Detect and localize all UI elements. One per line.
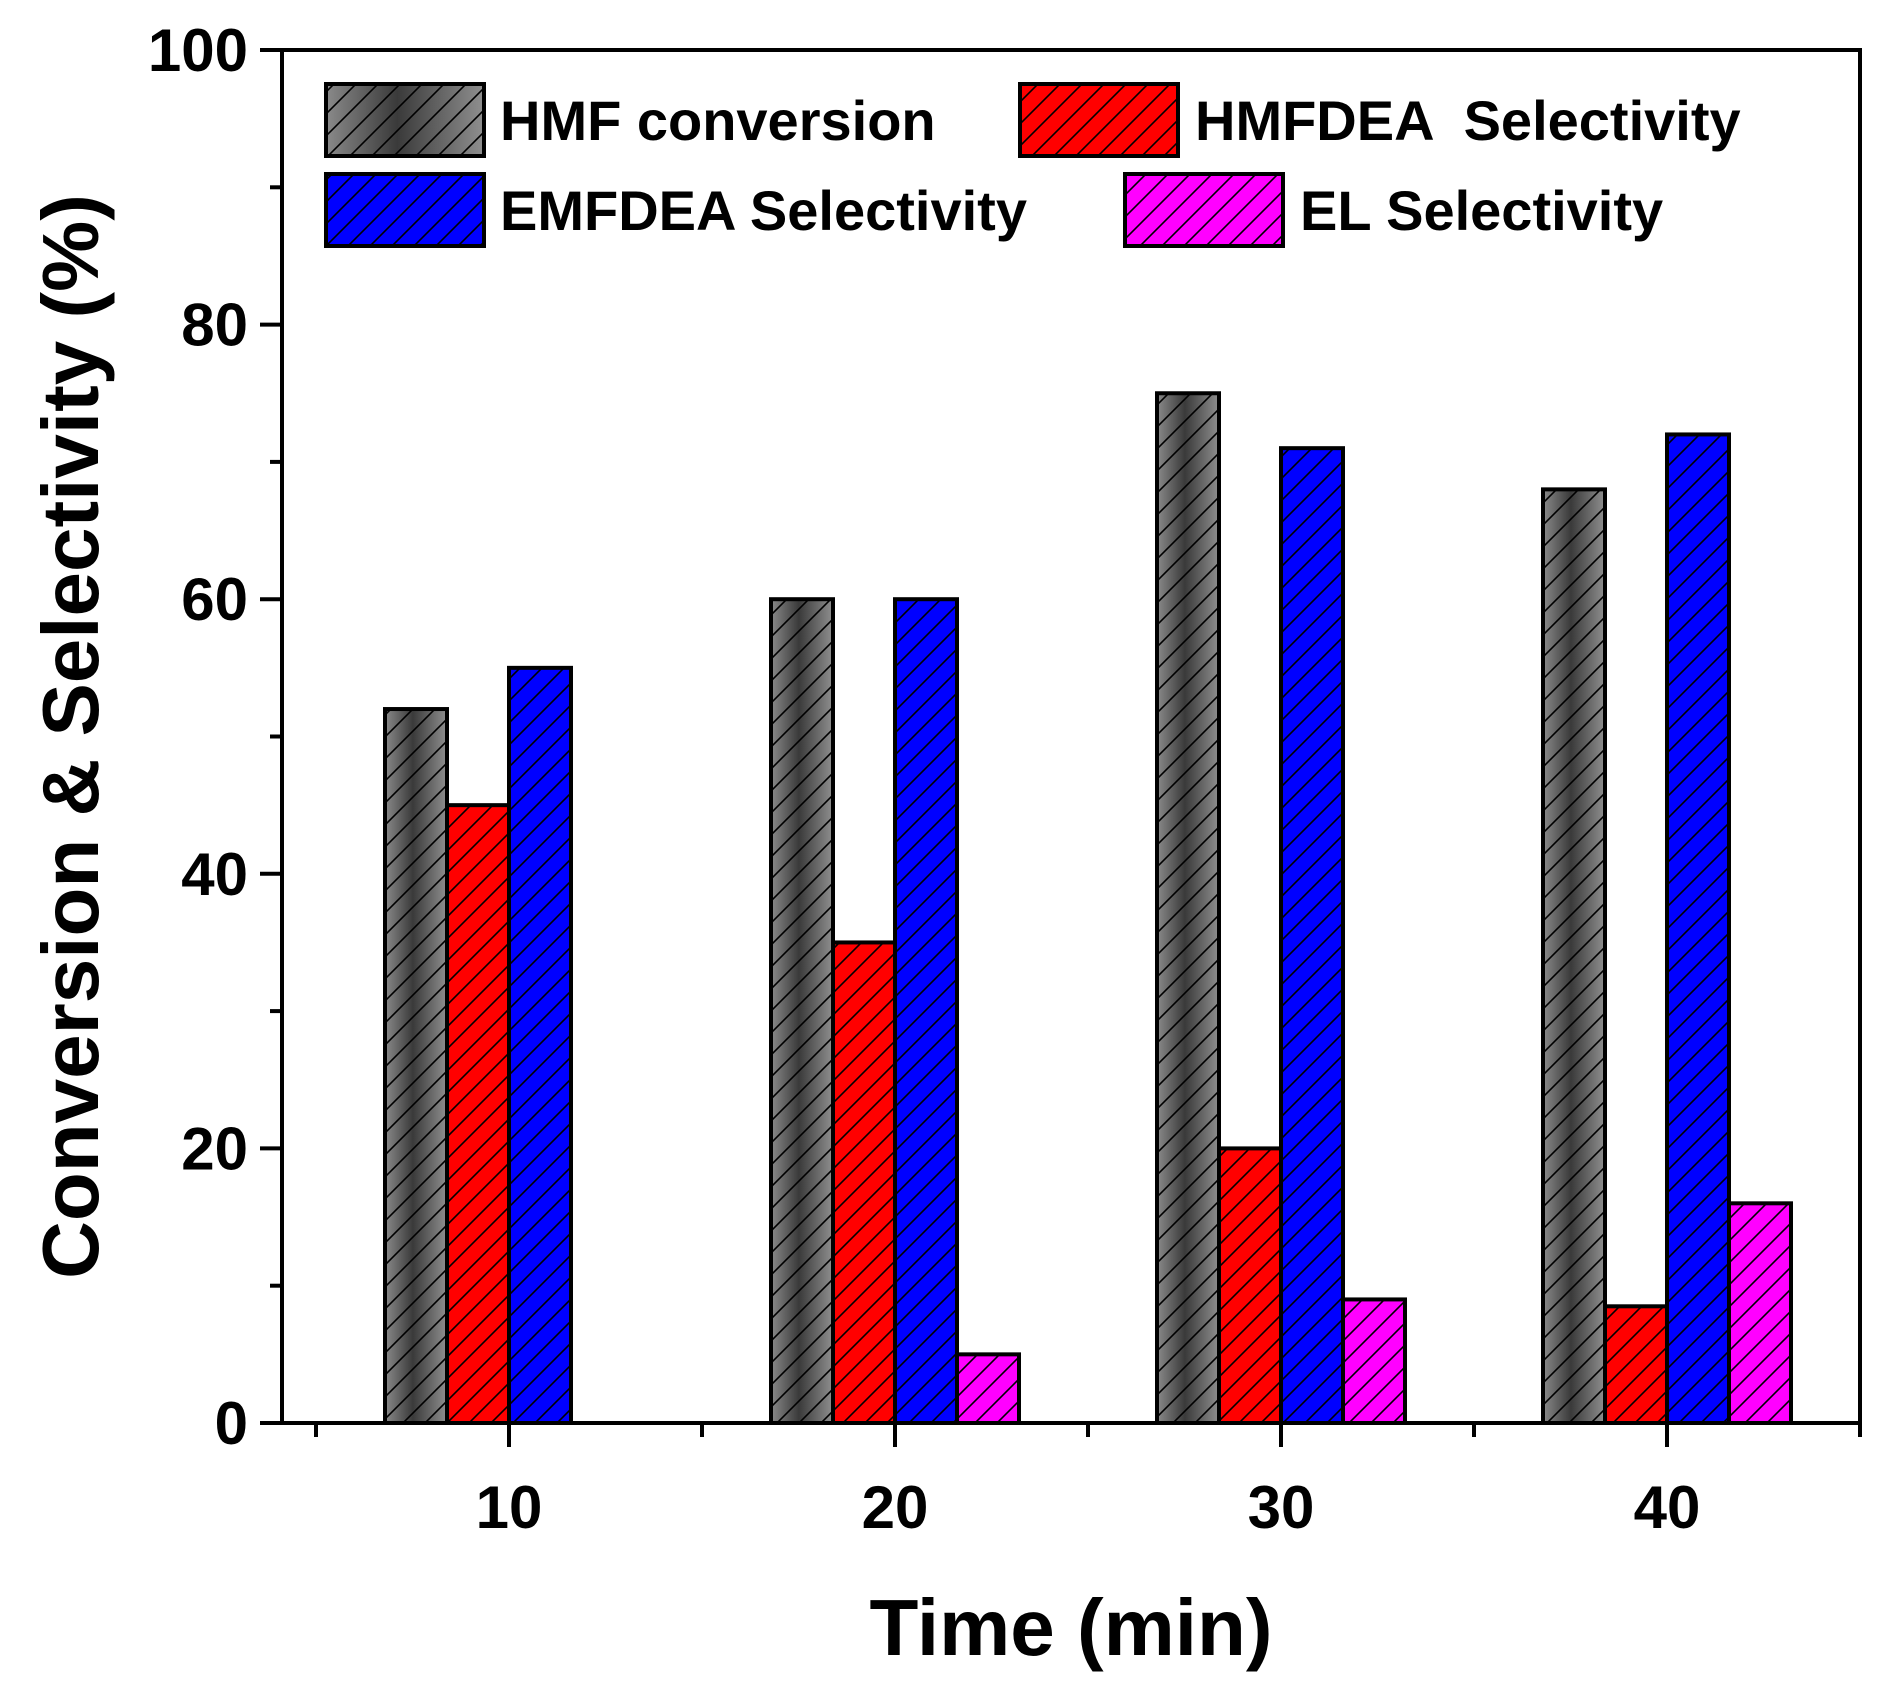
bar xyxy=(445,803,511,1425)
legend-swatch-outline xyxy=(324,82,486,158)
legend-label: EMFDEA Selectivity xyxy=(500,179,1027,242)
x-tick-label: 10 xyxy=(476,1474,543,1541)
bar-outline xyxy=(893,597,959,1425)
legend-label: EL Selectivity xyxy=(1300,179,1663,242)
legend: HMF conversion HMFDEA Selectivity EMFDEA S… xyxy=(324,82,1741,248)
legend-item: HMF conversion xyxy=(324,82,936,158)
bar-outline xyxy=(769,597,835,1425)
bar xyxy=(1727,1201,1793,1425)
bar xyxy=(507,665,573,1425)
bar xyxy=(1603,1304,1669,1426)
legend-item: EMFDEA Selectivity xyxy=(324,172,1027,248)
bar xyxy=(955,1352,1021,1425)
bars xyxy=(383,391,1793,1426)
y-tick-label: 0 xyxy=(215,1390,248,1457)
bar xyxy=(1217,1146,1283,1426)
bar-outline xyxy=(955,1352,1021,1425)
bar xyxy=(769,597,835,1425)
bar xyxy=(831,940,897,1425)
bar xyxy=(1155,391,1221,1425)
bar-outline xyxy=(1155,391,1221,1425)
x-tick-label: 40 xyxy=(1634,1474,1701,1541)
bar-outline xyxy=(831,940,897,1425)
y-tick-label: 40 xyxy=(181,841,248,908)
bar xyxy=(893,597,959,1425)
legend-swatch-outline xyxy=(1123,172,1285,248)
y-tick-label: 60 xyxy=(181,566,248,633)
bar-outline xyxy=(383,707,449,1425)
axes: 0 20 40 60 80 100 10 20 30 40 xyxy=(148,17,1862,1541)
x-tick-label: 30 xyxy=(1248,1474,1315,1541)
bar-outline xyxy=(445,803,511,1425)
bar-outline xyxy=(1217,1146,1283,1426)
y-tick-label: 100 xyxy=(148,17,248,84)
y-axis-title: Conversion & Selectivity (%) xyxy=(26,194,115,1279)
bar xyxy=(1665,432,1731,1425)
bar xyxy=(1541,487,1607,1425)
legend-label: HMF conversion xyxy=(500,89,936,152)
bar xyxy=(1341,1297,1407,1426)
x-tick-label: 20 xyxy=(862,1474,929,1541)
y-tick-label: 80 xyxy=(181,292,248,359)
legend-label: HMFDEA Selectivity xyxy=(1195,89,1741,152)
bar xyxy=(383,707,449,1425)
bar xyxy=(1279,446,1345,1426)
x-axis-title: Time (min) xyxy=(869,1583,1272,1672)
legend-swatch-outline xyxy=(324,172,486,248)
bar-outline xyxy=(1541,487,1607,1425)
bar-outline xyxy=(507,665,573,1425)
legend-swatch-outline xyxy=(1018,82,1180,158)
bar-outline xyxy=(1603,1304,1669,1426)
legend-item: HMFDEA Selectivity xyxy=(1018,82,1741,158)
y-tick-label: 20 xyxy=(181,1115,248,1182)
legend-item: EL Selectivity xyxy=(1123,172,1663,248)
bar-outline xyxy=(1665,432,1731,1425)
bar-outline xyxy=(1341,1297,1407,1426)
bar-outline xyxy=(1727,1201,1793,1425)
bar-outline xyxy=(1279,446,1345,1426)
